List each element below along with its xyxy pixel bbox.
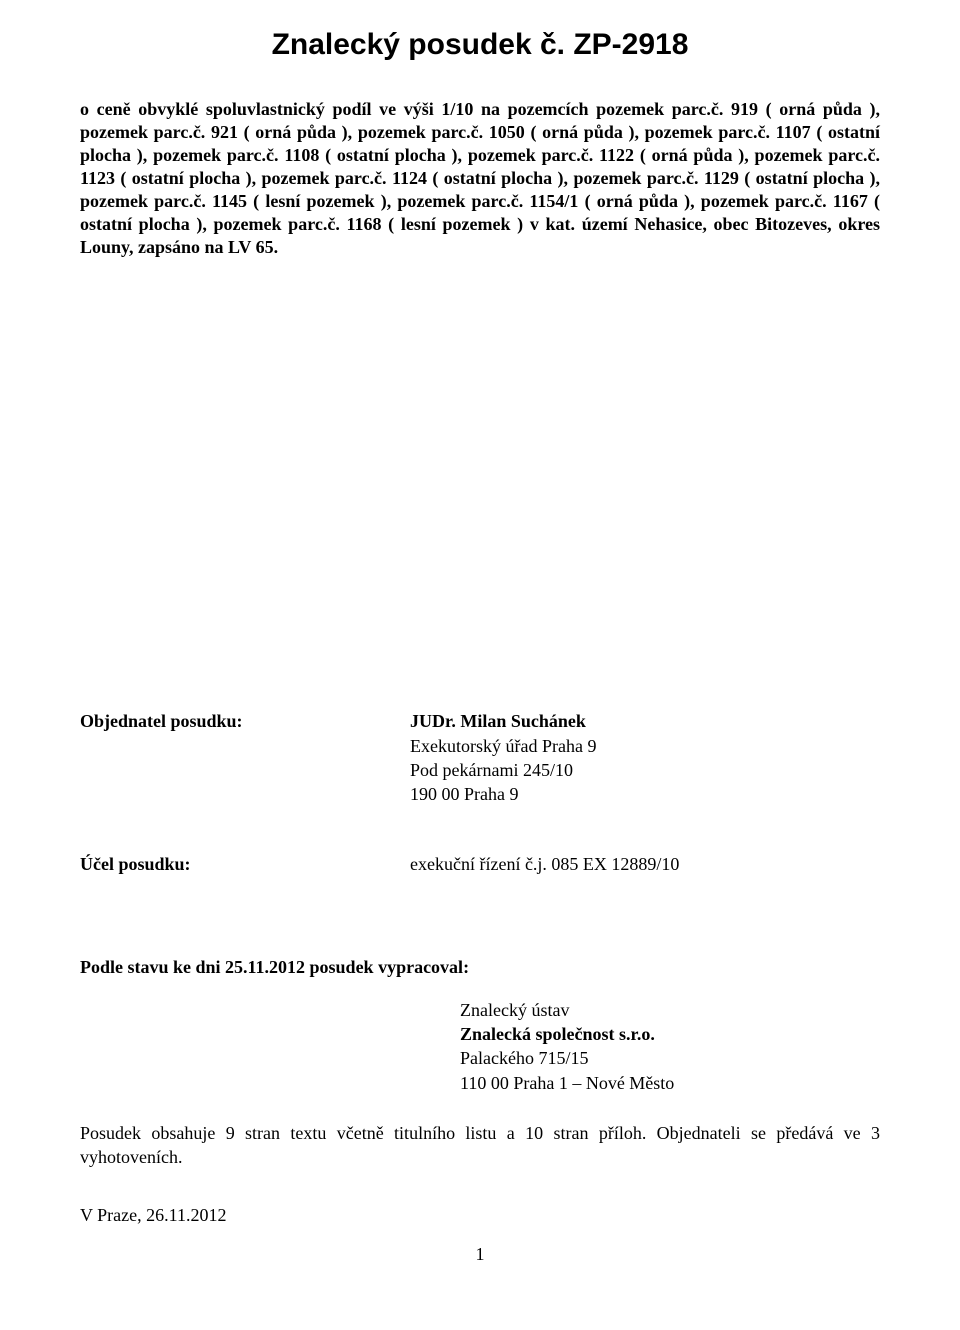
institute-address-2: 110 00 Praha 1 – Nové Město [460,1071,880,1095]
document-page: Znalecký posudek č. ZP-2918 o ceně obvyk… [0,0,960,1330]
client-line-3: Pod pekárnami 245/10 [410,758,880,782]
client-name: JUDr. Milan Suchánek [410,709,880,733]
client-row: Objednatel posudku: JUDr. Milan Suchánek… [80,709,880,806]
document-description: o ceně obvyklé spoluvlastnický podíl ve … [80,98,880,259]
document-title: Znalecký posudek č. ZP-2918 [80,28,880,62]
institute-block: Znalecký ústav Znalecká společnost s.r.o… [460,998,880,1095]
institute-line-1: Znalecký ústav [460,998,880,1022]
client-label: Objednatel posudku: [80,709,410,806]
institute-address-1: Palackého 715/15 [460,1046,880,1070]
prepared-heading: Podle stavu ke dni 25.11.2012 posudek vy… [80,957,880,978]
purpose-row: Účel posudku: exekuční řízení č.j. 085 E… [80,852,880,876]
purpose-value: exekuční řízení č.j. 085 EX 12889/10 [410,852,880,876]
client-line-4: 190 00 Praha 9 [410,782,880,806]
institute-line-2: Znalecká společnost s.r.o. [460,1022,880,1046]
client-value: JUDr. Milan Suchánek Exekutorský úřad Pr… [410,709,880,806]
page-number: 1 [80,1244,880,1265]
purpose-label: Účel posudku: [80,852,410,876]
client-line-2: Exekutorský úřad Praha 9 [410,734,880,758]
date-line: V Praze, 26.11.2012 [80,1205,880,1226]
footer-note: Posudek obsahuje 9 stran textu včetně ti… [80,1121,880,1170]
